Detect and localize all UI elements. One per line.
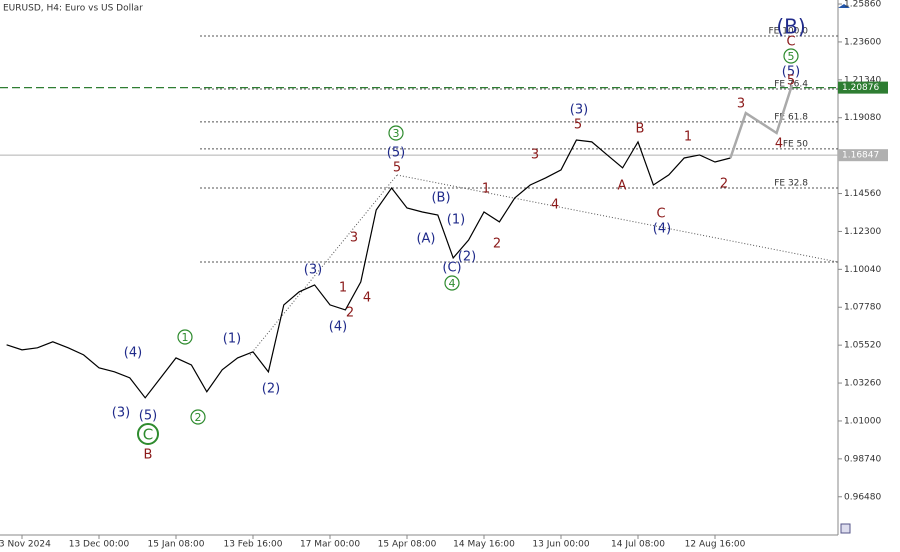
wave-label: 3 <box>737 97 745 112</box>
wave-label: (4) <box>653 222 671 237</box>
wave-label: A <box>618 179 627 194</box>
price-tag-label: 1.16847 <box>842 151 879 161</box>
wave-label: (3) <box>304 263 322 278</box>
price-line <box>6 139 731 399</box>
wave-label: 5 <box>787 74 795 89</box>
wave-label: (1) <box>447 213 465 228</box>
x-tick-label: 13 Jun 00:00 <box>532 540 589 550</box>
wave-label: (5) <box>139 409 157 424</box>
x-tick-label: 13 Feb 16:00 <box>223 540 282 550</box>
wave-label: B <box>636 122 645 137</box>
wave-label: 4 <box>449 277 456 290</box>
wave-circle <box>783 48 799 64</box>
price-tag-label: 1.20876 <box>842 83 879 93</box>
wave-label: (C) <box>442 261 461 276</box>
y-tick-label: 1.21340 <box>844 75 881 85</box>
wave-label: 2 <box>195 411 202 424</box>
wave-label: 3 <box>350 231 358 246</box>
fibo-label: FE 61.8 <box>774 112 808 122</box>
chart-title: EURUSD, H4: Euro vs US Dollar <box>3 4 143 14</box>
fibo-label: FE 100.0 <box>769 27 809 37</box>
wave-label: (4) <box>329 320 347 335</box>
x-tick-label: 17 Mar 00:00 <box>300 540 360 550</box>
wave-label: (2) <box>458 250 476 265</box>
wave-label: (3) <box>570 103 588 118</box>
y-tick-label: 1.25860 <box>844 0 881 10</box>
fibo-label: FE 76.4 <box>774 80 808 90</box>
y-tick-label: 1.14560 <box>844 189 881 199</box>
y-tick-label: 1.19080 <box>844 113 881 123</box>
wave-label: 2 <box>346 306 354 321</box>
y-tick-label: 1.03260 <box>844 379 881 389</box>
wave-label: 4 <box>775 137 783 152</box>
wave-label: 5 <box>393 161 401 176</box>
wave-label: (B) <box>431 191 450 206</box>
wave-label: 4 <box>363 291 371 306</box>
forecast-path <box>729 84 794 159</box>
icon[interactable] <box>840 523 851 534</box>
wave-label: 1 <box>684 130 692 145</box>
y-tick-label: 1.23600 <box>844 37 881 47</box>
wave-label: C <box>656 207 665 222</box>
y-tick-label: 1.12300 <box>844 227 881 237</box>
y-tick-label: 1.01000 <box>844 416 881 426</box>
y-tick-label: 1.07780 <box>844 303 881 313</box>
wave-circle <box>177 329 193 345</box>
wave-label: (1) <box>223 332 241 347</box>
wave-label: B <box>144 448 153 463</box>
fibo-label: FE 50 <box>783 139 808 149</box>
x-tick-label: 14 May 16:00 <box>453 540 515 550</box>
y-tick-label: 1.10040 <box>844 265 881 275</box>
wave-label: C <box>786 35 795 50</box>
wave-label: 2 <box>720 177 728 192</box>
wave-label: (5) <box>782 65 800 80</box>
wave-label: (B) <box>776 15 805 39</box>
wave-label: (A) <box>416 232 435 247</box>
price-tag <box>838 149 888 162</box>
x-tick-label: 15 Apr 08:00 <box>378 540 437 550</box>
wave-circle <box>388 125 404 141</box>
x-tick-label: 13 Dec 00:00 <box>69 540 130 550</box>
icon[interactable] <box>838 4 850 8</box>
wave-label: (2) <box>262 382 280 397</box>
wave-label: (4) <box>124 346 142 361</box>
x-tick-label: 15 Jan 08:00 <box>148 540 205 550</box>
wave-label: 5 <box>788 50 795 63</box>
wave-label: 3 <box>531 148 539 163</box>
wave-label: 1 <box>339 281 347 296</box>
y-tick-label: 1.05520 <box>844 341 881 351</box>
wave-circle <box>190 409 206 425</box>
wave-label: (5) <box>387 146 405 161</box>
wave-label: C <box>143 426 153 444</box>
wave-label: 2 <box>493 237 501 252</box>
fibo-label: FE 32.8 <box>774 179 808 189</box>
wave-label: (3) <box>112 406 130 421</box>
price-tag <box>838 81 888 94</box>
wave-label: 5 <box>574 118 582 133</box>
x-tick-label: 12 Aug 16:00 <box>685 540 746 550</box>
y-tick-label: 0.96480 <box>844 492 881 502</box>
wave-circle <box>444 275 460 291</box>
wave-label: 4 <box>551 198 559 213</box>
y-tick-label: 0.98740 <box>844 454 881 464</box>
x-tick-label: 14 Jul 08:00 <box>611 540 665 550</box>
wave-label: 1 <box>182 331 189 344</box>
wave-circle <box>137 423 159 445</box>
x-tick-label: 13 Nov 2024 <box>0 540 51 550</box>
wave-label: 3 <box>393 127 400 140</box>
wave-label: 1 <box>482 182 490 197</box>
